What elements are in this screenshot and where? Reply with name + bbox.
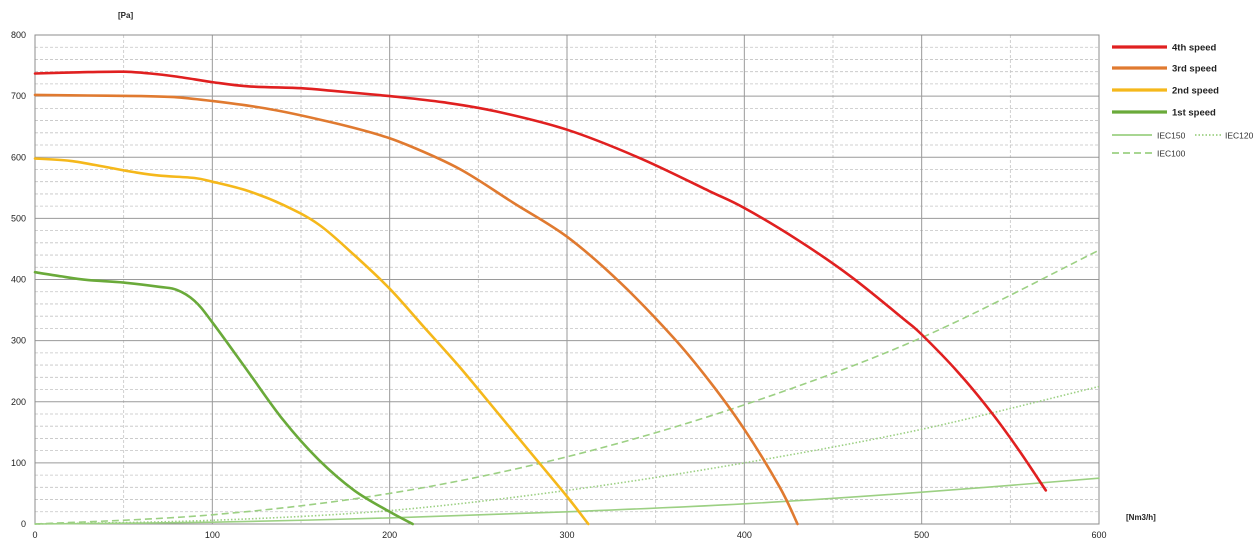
y-tick-label: 600 — [11, 152, 26, 162]
y-tick-label: 400 — [11, 275, 26, 285]
x-axis-unit-label: [Nm3/h] — [1126, 513, 1156, 522]
series-line-1st-speed — [33, 270, 414, 526]
legend-label-4th-speed: 4th speed — [1172, 43, 1217, 54]
x-tick-label: 100 — [205, 530, 220, 540]
series-line-3rd-speed — [33, 93, 799, 526]
series-line-iec100 — [34, 249, 1100, 525]
y-tick-label: 700 — [11, 91, 26, 101]
legend-label-iec150: IEC150 — [1157, 131, 1186, 141]
y-tick-label: 0 — [21, 519, 26, 529]
series-line-4th-speed — [33, 70, 1048, 492]
x-tick-label: 300 — [559, 530, 574, 540]
y-tick-label: 300 — [11, 336, 26, 346]
y-tick-label: 800 — [11, 30, 26, 40]
series-line-iec150 — [34, 477, 1100, 525]
legend-label-1st-speed: 1st speed — [1172, 108, 1216, 119]
legend-label-iec120: IEC120 — [1225, 131, 1254, 141]
series-line-2nd-speed — [33, 157, 590, 526]
x-axis-tick-labels: 0 100 200 300 400 500 600 — [32, 530, 1106, 540]
legend: 4th speed 3rd speed 2nd speed 1st speed IEC1… — [1112, 43, 1254, 159]
y-tick-label: 100 — [11, 458, 26, 468]
y-tick-label: 200 — [11, 397, 26, 407]
series-line-iec120 — [34, 385, 1100, 525]
legend-label-3rd-speed: 3rd speed — [1172, 64, 1217, 75]
x-tick-label: 0 — [32, 530, 37, 540]
y-axis-unit-label: [Pa] — [118, 11, 133, 20]
x-tick-label: 200 — [382, 530, 397, 540]
legend-label-iec100: IEC100 — [1157, 149, 1186, 159]
y-axis-tick-labels: 0 100 200 300 400 500 600 700 800 — [11, 30, 26, 529]
legend-label-2nd-speed: 2nd speed — [1172, 86, 1219, 97]
series-layer — [33, 70, 1100, 526]
x-tick-label: 600 — [1091, 530, 1106, 540]
y-tick-label: 500 — [11, 213, 26, 223]
plot-frame — [34, 34, 1100, 525]
x-tick-label: 500 — [914, 530, 929, 540]
x-tick-label: 400 — [737, 530, 752, 540]
major-gridlines — [35, 35, 1099, 524]
